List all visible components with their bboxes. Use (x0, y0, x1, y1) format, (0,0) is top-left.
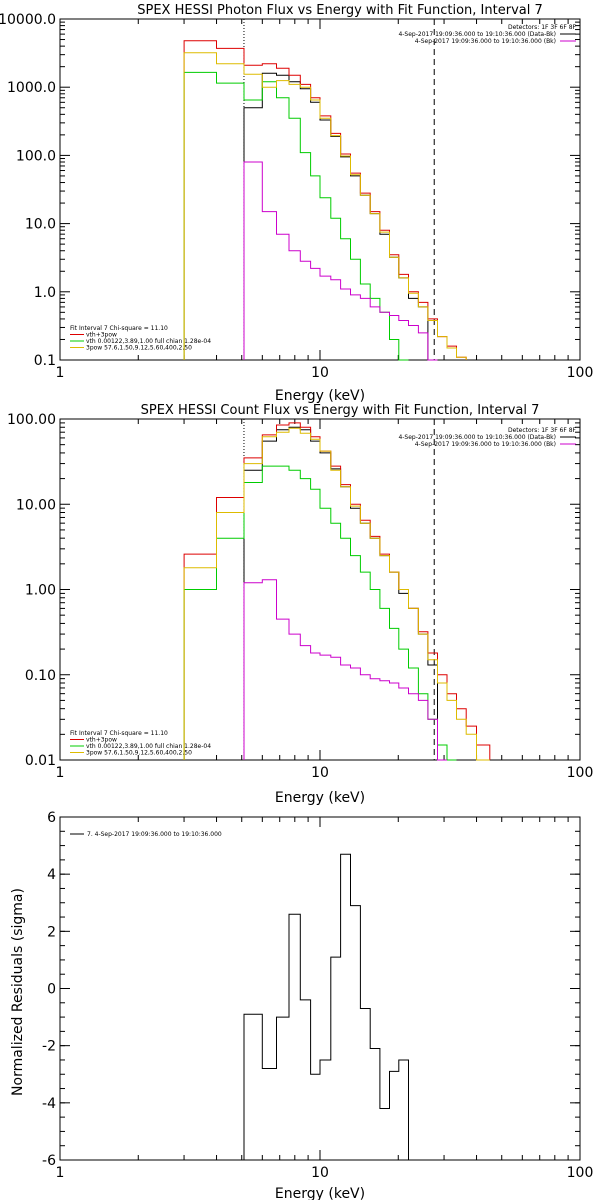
series-vth-line (183, 465, 457, 761)
y-tick-label: 6 (47, 810, 56, 826)
legend-bottom-left-entry: vth+3pow (86, 332, 117, 339)
legend-top-right-entry: Detectors: 1F 3F 6F 8F (508, 24, 577, 31)
legend-bottom-left-entry: vth 0.00122,3.89,1.00 full chian 1.28e-0… (86, 743, 211, 750)
series-7-4-sep-2017-19-09-36-000-to-19-10-36-000-line (243, 853, 419, 1161)
y-tick-label: 1.0 (34, 285, 56, 301)
y-tick-label: 10000.0 (0, 12, 56, 28)
legend-bottom-left-entry: 3pow 57.6,1.50,9.12,5.60,400,2.50 (86, 750, 192, 757)
count-flux-xlabel: Energy (keV) (275, 790, 365, 806)
residuals-panel: Energy (keV) Normalized Residuals (sigma… (10, 810, 593, 1200)
series-vth-3pow-line (183, 40, 467, 360)
x-tick-label: 1 (56, 765, 65, 781)
y-tick-label: -6 (42, 1153, 56, 1169)
legend-top-right-entry: Detectors: 1F 3F 6F 8F (508, 427, 577, 434)
y-tick-label: 0.10 (25, 668, 56, 684)
x-tick-label: 10 (311, 1165, 329, 1181)
legend-entry: 7. 4-Sep-2017 19:09:36.000 to 19:10:36.0… (87, 831, 222, 838)
legend-bottom-left-entry: 3pow 57.6,1.50,9.12,5.60,400,2.50 (86, 345, 192, 352)
residuals-ylabel: Normalized Residuals (sigma) (10, 888, 26, 1096)
residuals-xlabel: Energy (keV) (275, 1186, 365, 1200)
legend-bottom-left-entry: Fit Interval 7 Chi-square = 11.10 (70, 325, 168, 332)
legend-top-right-entry: 4-Sep-2017 19:09:36.000 to 19:10:36.000 … (398, 434, 556, 441)
x-tick-label: 100 (567, 1165, 594, 1181)
series-bk-line (243, 579, 447, 761)
y-tick-label: 4 (47, 867, 56, 883)
series-bk-line (243, 161, 438, 361)
y-tick-label: 10.00 (16, 497, 56, 513)
x-tick-label: 10 (311, 365, 329, 381)
x-tick-label: 100 (567, 365, 594, 381)
series-3pow-line (183, 427, 490, 761)
x-tick-label: 1 (56, 365, 65, 381)
y-tick-label: -4 (42, 1096, 56, 1112)
legend-top-right-entry: 4-Sep-2017 19:09:36.000 to 19:10:36.000 … (398, 31, 556, 38)
count-flux-panel: SPEX HESSI Count Flux vs Energy with Fit… (7, 403, 593, 806)
y-tick-label: 100.0 (16, 148, 56, 164)
y-tick-label: 10.0 (25, 217, 56, 233)
x-tick-label: 1 (56, 1165, 65, 1181)
legend-bottom-left-entry: Fit Interval 7 Chi-square = 11.10 (70, 730, 168, 737)
count-flux-title: SPEX HESSI Count Flux vs Energy with Fit… (141, 403, 540, 418)
y-tick-label: -2 (42, 1039, 56, 1055)
x-tick-label: 10 (311, 765, 329, 781)
x-tick-label: 100 (567, 765, 594, 781)
legend-bottom-left-entry: vth+3pow (86, 737, 117, 744)
photon-flux-title: SPEX HESSI Photon Flux vs Energy with Fi… (137, 3, 543, 18)
y-tick-label: 2 (47, 924, 56, 940)
legend-bottom-left-entry: vth 0.00122,3.89,1.00 full chian 1.28e-0… (86, 338, 211, 345)
legend-top-right-entry: 4-Sep-2017 19:09:36.000 to 19:10:36.000 … (415, 441, 556, 448)
photon-flux-panel: SPEX HESSI Photon Flux vs Energy with Fi… (0, 3, 593, 404)
y-tick-label: 100.00 (7, 412, 56, 428)
y-tick-label: 0 (47, 982, 56, 998)
photon-flux-xlabel: Energy (keV) (275, 388, 365, 404)
series-3pow-line (183, 52, 467, 360)
legend-top-right-entry: 4-Sep-2017 19:09:36.000 to 19:10:36.000 … (415, 38, 556, 45)
y-tick-label: 0.01 (25, 753, 56, 769)
y-tick-label: 0.1 (34, 353, 56, 369)
y-tick-label: 1000.0 (7, 80, 56, 96)
series-vth-line (183, 71, 409, 361)
y-tick-label: 1.00 (25, 583, 56, 599)
